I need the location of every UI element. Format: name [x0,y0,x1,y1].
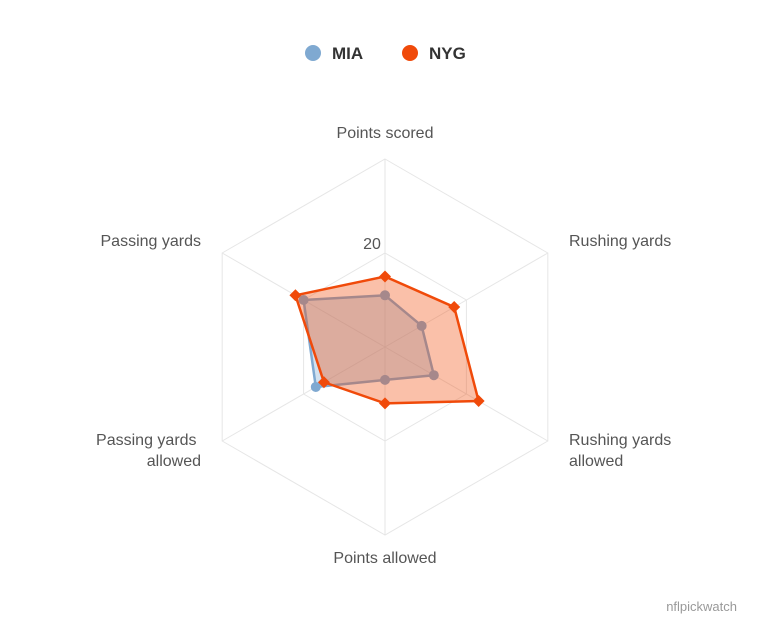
series-nyg [289,270,485,410]
axis-label-passing-yards-allowed-line-1: Passing yards [96,432,197,449]
axis-label-rushing-yards: Rushing yards [569,233,671,250]
spoke-rushing-yards-allowed [384,346,549,442]
data-point-mia-rushing-yards[interactable] [416,320,427,331]
legend-marker-mia [305,45,321,61]
axis-label-passing-yards-allowed: Passing yards allowed [96,432,201,470]
data-point-mia-points-allowed[interactable] [380,374,390,385]
credit-text[interactable]: nflpickwatch [666,599,737,614]
axis-label-rushing-yards-allowed-line-2: allowed [569,453,623,470]
legend-marker-nyg [402,45,418,61]
axis-labels: Points scored Rushing yards Rushing yard… [96,125,676,567]
data-point-nyg-rushing-yards-allowed[interactable] [472,395,485,408]
data-point-mia-rushing-yards-allowed[interactable] [428,370,439,381]
data-point-mia-points-scored[interactable] [380,290,390,301]
legend-label-mia: MIA [332,44,363,63]
spoke-passing-yards-allowed [221,346,386,442]
series-layer [289,270,485,410]
spoke-rushing-yards [384,252,549,348]
axis-label-rushing-yards-allowed-line-1: Rushing yards [569,432,671,449]
series-mia [298,290,439,392]
legend-label-nyg: NYG [429,44,466,63]
legend-item-mia[interactable]: MIA [305,44,363,63]
data-point-nyg-passing-yards[interactable] [289,289,302,302]
legend: MIA NYG [305,44,466,63]
data-point-mia-passing-yards[interactable] [298,295,309,305]
data-point-mia-passing-yards-allowed[interactable] [310,381,321,392]
axis-label-passing-yards-allowed-line-2: allowed [147,453,201,470]
axis-label-points-allowed: Points allowed [333,550,436,567]
legend-item-nyg[interactable]: NYG [402,44,466,63]
data-point-nyg-points-allowed[interactable] [379,397,391,410]
data-point-nyg-rushing-yards[interactable] [448,301,461,314]
axis-label-passing-yards: Passing yards [101,233,202,250]
data-point-nyg-points-scored[interactable] [379,270,391,283]
axis-label-rushing-yards-allowed: Rushing yards allowed [569,432,676,470]
data-point-nyg-passing-yards-allowed[interactable] [317,376,330,389]
axis-label-points-scored: Points scored [337,125,434,142]
radial-tick-label: 20 [363,236,381,253]
